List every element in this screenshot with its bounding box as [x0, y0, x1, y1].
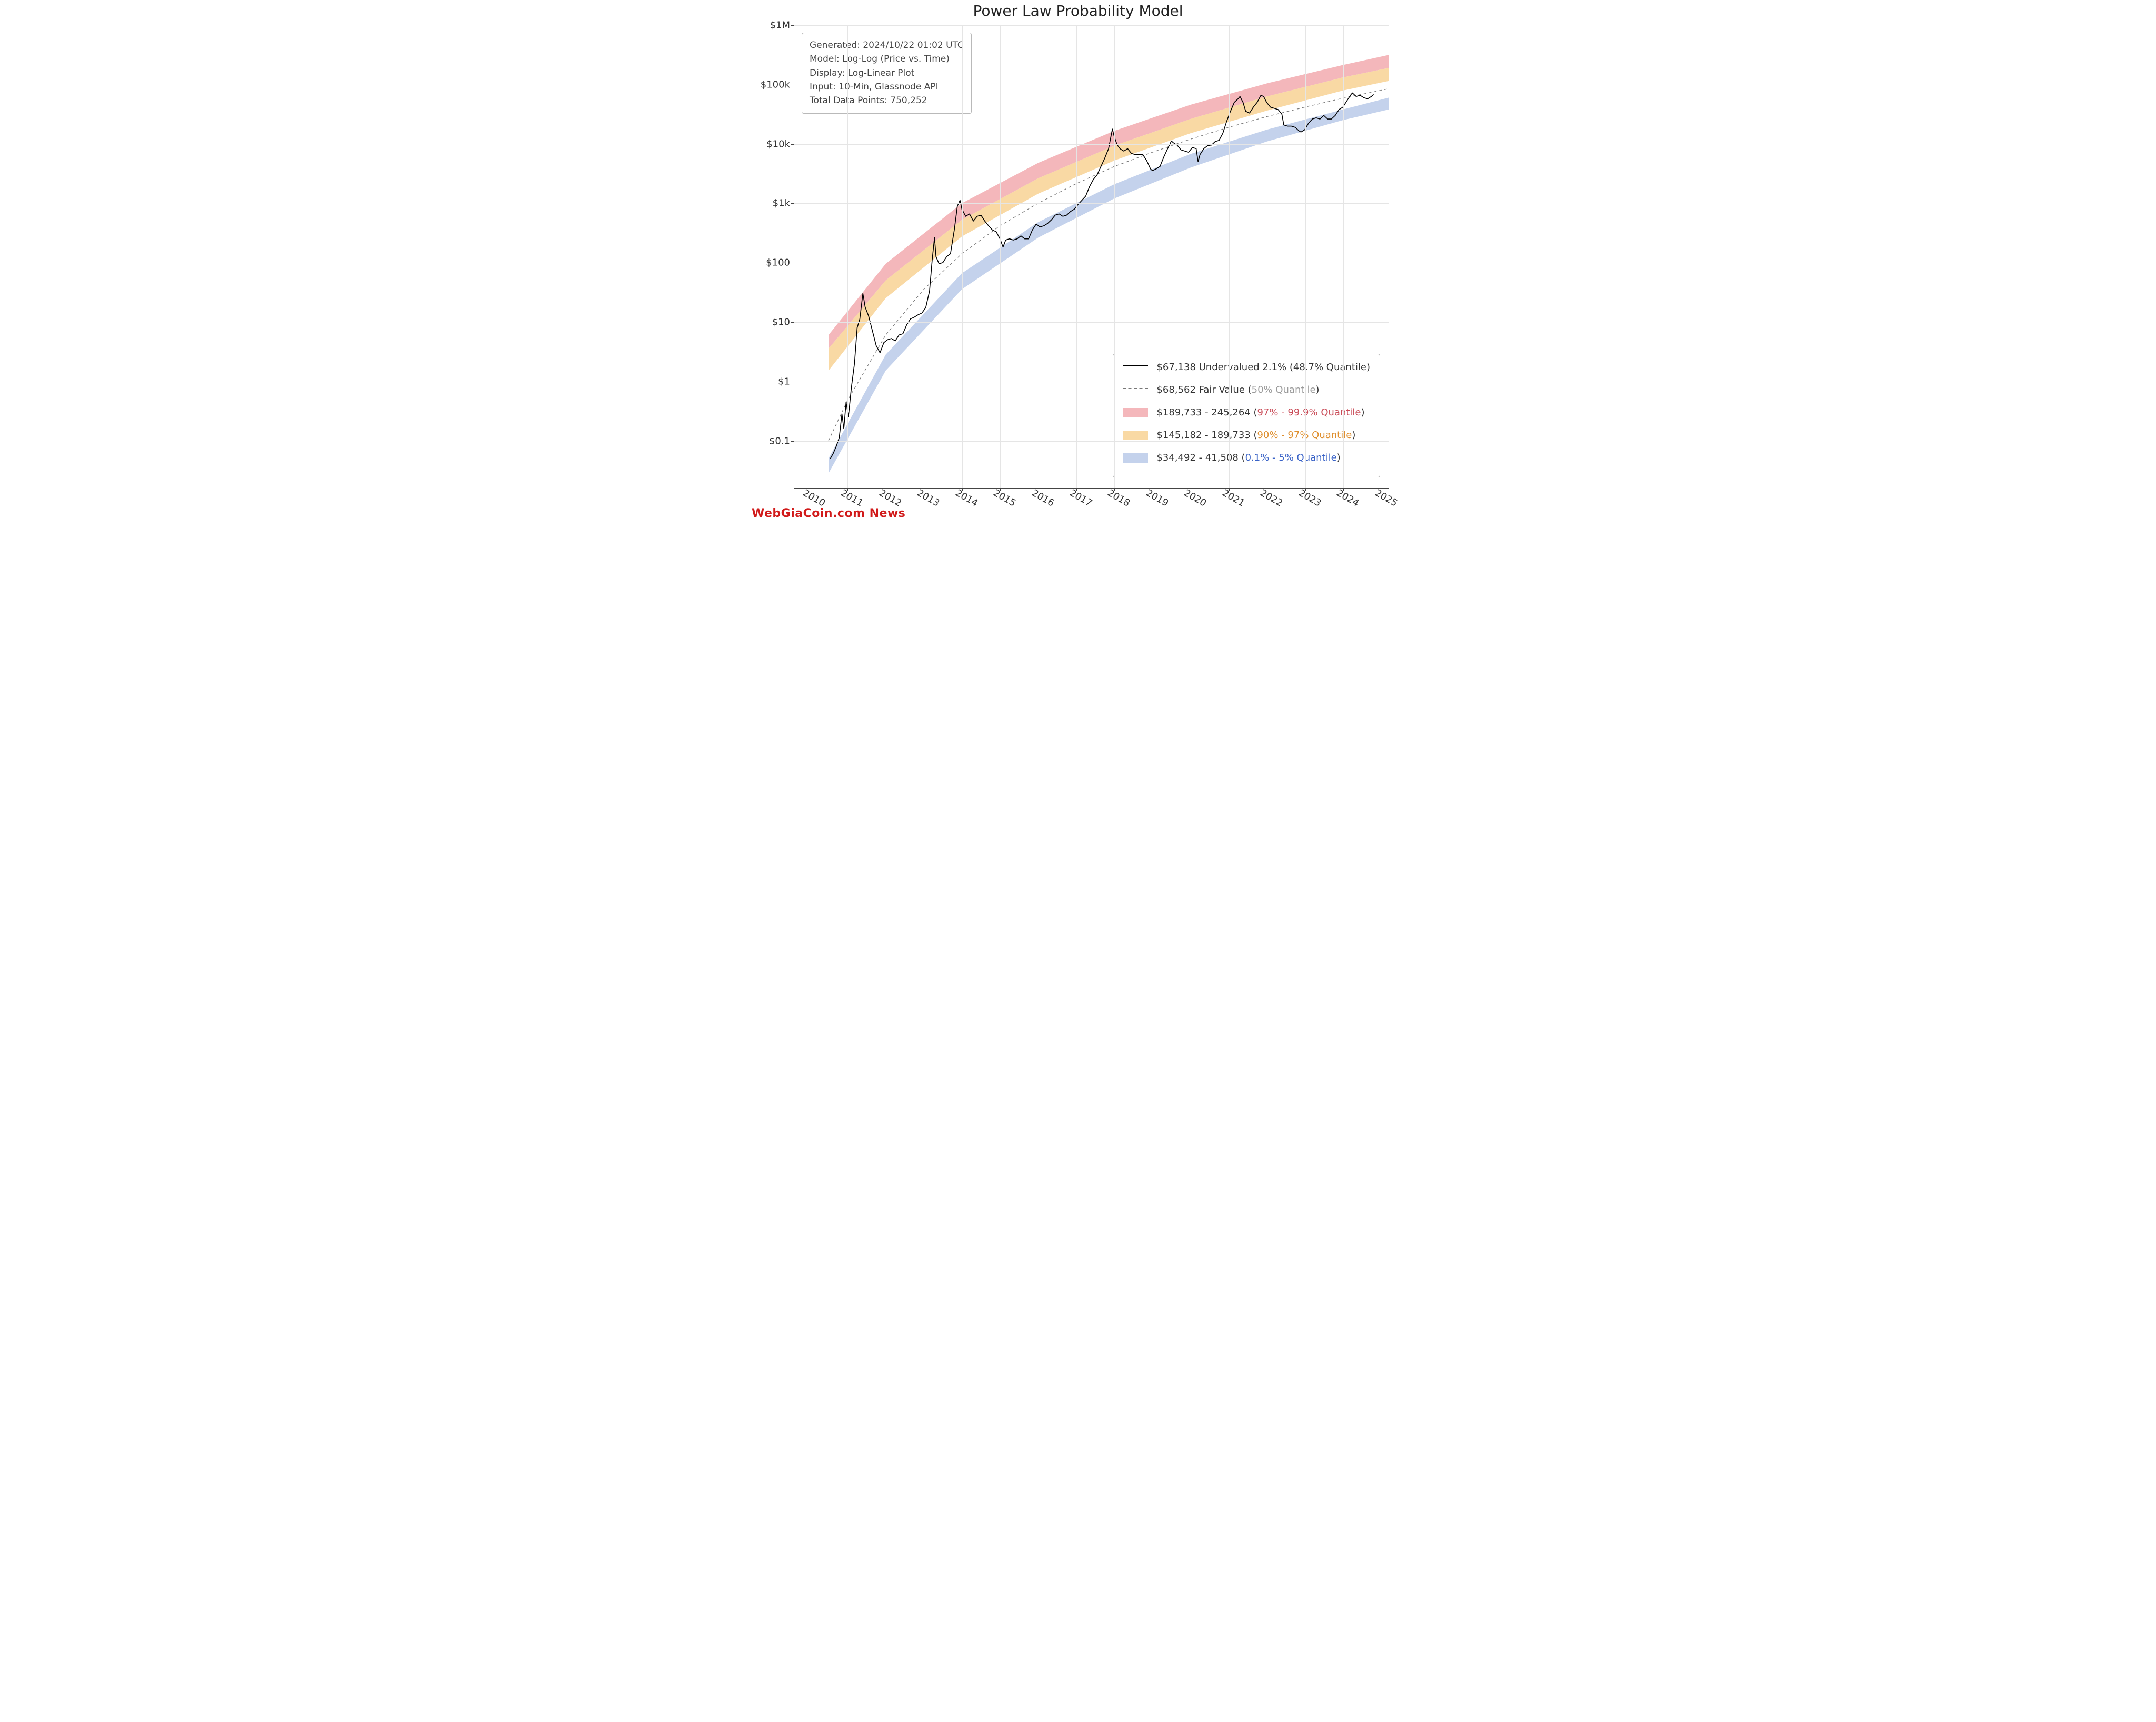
xtick-label: 2016 [1030, 487, 1056, 509]
xtick-label: 2021 [1220, 487, 1246, 509]
xtick-label: 2017 [1067, 487, 1094, 509]
info-line: Total Data Points: 750,252 [810, 94, 964, 107]
xtick-label: 2012 [877, 487, 903, 509]
legend-row: $67,138 Undervalued 2.1% (48.7% Quantile… [1123, 362, 1370, 373]
info-line: Generated: 2024/10/22 01:02 UTC [810, 38, 964, 52]
xtick-label: 2020 [1182, 487, 1209, 509]
legend-label: $67,138 Undervalued 2.1% (48.7% Quantile… [1156, 362, 1370, 373]
chart-title: Power Law Probability Model [752, 2, 1404, 19]
legend-label: $34,492 - 41,508 (0.1% - 5% Quantile) [1156, 452, 1340, 463]
ytick-label: $0.1 [769, 435, 794, 446]
ytick-label: $100 [766, 257, 794, 268]
chart-container: Power Law Probability Model Generated: 2… [752, 0, 1404, 521]
ytick-label: $1 [778, 376, 794, 387]
xtick-label: 2018 [1106, 487, 1132, 509]
watermark-text: WebGiaCoin.com News [752, 507, 905, 520]
legend-label: $189,733 - 245,264 (97% - 99.9% Quantile… [1156, 407, 1364, 418]
legend-row: $145,182 - 189,733 (90% - 97% Quantile) [1123, 430, 1370, 441]
info-line: Model: Log-Log (Price vs. Time) [810, 52, 964, 66]
xtick-label: 2015 [991, 487, 1017, 509]
ytick-label: $100k [761, 79, 794, 90]
xtick-label: 2024 [1334, 487, 1361, 509]
legend-swatch [1123, 453, 1148, 463]
xtick-label: 2013 [915, 487, 942, 509]
xtick-label: 2022 [1259, 487, 1285, 509]
xtick-label: 2014 [953, 487, 980, 509]
legend-row: $34,492 - 41,508 (0.1% - 5% Quantile) [1123, 452, 1370, 463]
legend-row: $189,733 - 245,264 (97% - 99.9% Quantile… [1123, 407, 1370, 418]
legend-line-sample [1123, 388, 1148, 389]
legend-swatch [1123, 431, 1148, 440]
info-line: Input: 10-Min, Glassnode API [810, 80, 964, 94]
legend-label: $145,182 - 189,733 (90% - 97% Quantile) [1156, 430, 1355, 441]
legend-label: $68,562 Fair Value (50% Quantile) [1156, 384, 1319, 395]
legend-row: $68,562 Fair Value (50% Quantile) [1123, 384, 1370, 395]
plot-area: Generated: 2024/10/22 01:02 UTCModel: Lo… [794, 25, 1389, 489]
legend-line-sample [1123, 365, 1148, 366]
xtick-label: 2019 [1144, 487, 1170, 509]
legend-swatch [1123, 408, 1148, 417]
xtick-label: 2010 [801, 487, 827, 509]
ytick-label: $10k [766, 138, 794, 150]
info-box: Generated: 2024/10/22 01:02 UTCModel: Lo… [802, 33, 972, 114]
info-line: Display: Log-Linear Plot [810, 66, 964, 80]
xtick-label: 2023 [1296, 487, 1323, 509]
ytick-label: $1M [770, 20, 794, 31]
xtick-label: 2025 [1373, 487, 1399, 509]
xtick-label: 2011 [839, 487, 865, 509]
ytick-label: $1k [773, 198, 794, 209]
ytick-label: $10 [772, 317, 794, 328]
